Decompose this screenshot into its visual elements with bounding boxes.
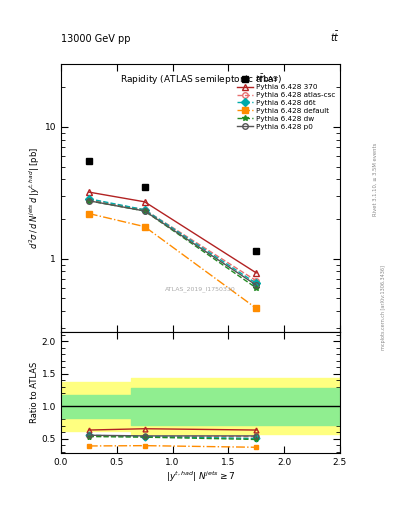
ATLAS bbox=[142, 184, 147, 190]
Pythia 6.428 atlas-csc bbox=[142, 207, 147, 213]
Text: Rapidity (ATLAS semileptonic t$\bar{t}$bar): Rapidity (ATLAS semileptonic t$\bar{t}$b… bbox=[119, 72, 281, 87]
Pythia 6.428 370 bbox=[254, 270, 259, 276]
X-axis label: $|y^{t,had}|$ $N^{jets} \geq 7$: $|y^{t,had}|$ $N^{jets} \geq 7$ bbox=[166, 470, 235, 484]
Pythia 6.428 p0 bbox=[142, 208, 147, 214]
Pythia 6.428 d6t bbox=[142, 207, 147, 213]
Text: Rivet 3.1.10, ≥ 3.5M events: Rivet 3.1.10, ≥ 3.5M events bbox=[373, 142, 378, 216]
Pythia 6.428 default bbox=[254, 305, 259, 311]
Pythia 6.428 default bbox=[86, 210, 91, 217]
Text: $t\bar{t}$: $t\bar{t}$ bbox=[330, 30, 340, 44]
Text: mcplots.cern.ch [arXiv:1306.3436]: mcplots.cern.ch [arXiv:1306.3436] bbox=[381, 265, 386, 350]
Pythia 6.428 dw bbox=[86, 198, 91, 204]
Line: Pythia 6.428 dw: Pythia 6.428 dw bbox=[86, 198, 259, 291]
Y-axis label: $d^2\sigma\,/\,d\,N^{jets}\,d\,|y^{t,had}|$ [pb]: $d^2\sigma\,/\,d\,N^{jets}\,d\,|y^{t,had… bbox=[28, 147, 42, 249]
ATLAS bbox=[254, 248, 259, 254]
Pythia 6.428 dw bbox=[254, 285, 259, 291]
Line: ATLAS: ATLAS bbox=[85, 158, 260, 254]
Pythia 6.428 dw bbox=[142, 208, 147, 214]
Pythia 6.428 default bbox=[142, 224, 147, 230]
Line: Pythia 6.428 p0: Pythia 6.428 p0 bbox=[86, 198, 259, 288]
Pythia 6.428 p0 bbox=[254, 282, 259, 288]
Pythia 6.428 d6t bbox=[254, 280, 259, 286]
Pythia 6.428 d6t bbox=[86, 196, 91, 202]
Pythia 6.428 370 bbox=[86, 189, 91, 195]
Text: 13000 GeV pp: 13000 GeV pp bbox=[61, 33, 130, 44]
Legend: ATLAS, Pythia 6.428 370, Pythia 6.428 atlas-csc, Pythia 6.428 d6t, Pythia 6.428 : ATLAS, Pythia 6.428 370, Pythia 6.428 at… bbox=[235, 73, 338, 133]
Y-axis label: Ratio to ATLAS: Ratio to ATLAS bbox=[30, 361, 39, 423]
Line: Pythia 6.428 d6t: Pythia 6.428 d6t bbox=[86, 196, 259, 286]
Pythia 6.428 p0 bbox=[86, 198, 91, 204]
Line: Pythia 6.428 atlas-csc: Pythia 6.428 atlas-csc bbox=[86, 197, 259, 284]
Pythia 6.428 370 bbox=[142, 199, 147, 205]
Text: ATLAS_2019_I1750330: ATLAS_2019_I1750330 bbox=[165, 286, 236, 291]
Pythia 6.428 atlas-csc bbox=[86, 197, 91, 203]
Line: Pythia 6.428 370: Pythia 6.428 370 bbox=[86, 189, 259, 275]
ATLAS bbox=[86, 158, 91, 164]
Line: Pythia 6.428 default: Pythia 6.428 default bbox=[86, 211, 259, 311]
Pythia 6.428 atlas-csc bbox=[254, 278, 259, 284]
